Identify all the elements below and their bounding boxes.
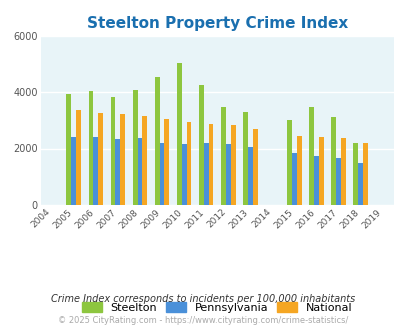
Bar [225,144,230,205]
Bar [203,143,208,205]
Bar [243,112,247,205]
Bar [296,136,301,205]
Bar [208,124,213,205]
Bar [352,143,357,205]
Bar [220,107,225,205]
Bar [132,90,137,205]
Bar [198,84,203,205]
Bar [335,158,340,205]
Bar [313,155,318,205]
Bar [247,148,252,205]
Bar [71,137,76,205]
Bar [286,120,291,205]
Bar [340,138,345,205]
Bar [164,119,169,205]
Bar [115,139,120,205]
Bar [137,138,142,205]
Bar [330,117,335,205]
Bar [110,97,115,205]
Bar [154,77,159,205]
Bar [230,125,235,205]
Bar [176,63,181,205]
Text: Crime Index corresponds to incidents per 100,000 inhabitants: Crime Index corresponds to incidents per… [51,294,354,304]
Bar [252,129,257,205]
Bar [120,114,125,205]
Bar [93,137,98,205]
Title: Steelton Property Crime Index: Steelton Property Crime Index [86,16,347,31]
Bar [181,144,186,205]
Legend: Steelton, Pennsylvania, National: Steelton, Pennsylvania, National [77,298,356,317]
Bar [357,163,362,205]
Bar [159,144,164,205]
Bar [318,137,323,205]
Bar [88,91,93,205]
Bar [186,122,191,205]
Bar [98,113,103,205]
Bar [66,94,71,205]
Bar [291,153,296,205]
Bar [309,107,313,205]
Bar [76,110,81,205]
Bar [142,116,147,205]
Bar [362,143,367,205]
Text: © 2025 CityRating.com - https://www.cityrating.com/crime-statistics/: © 2025 CityRating.com - https://www.city… [58,316,347,325]
